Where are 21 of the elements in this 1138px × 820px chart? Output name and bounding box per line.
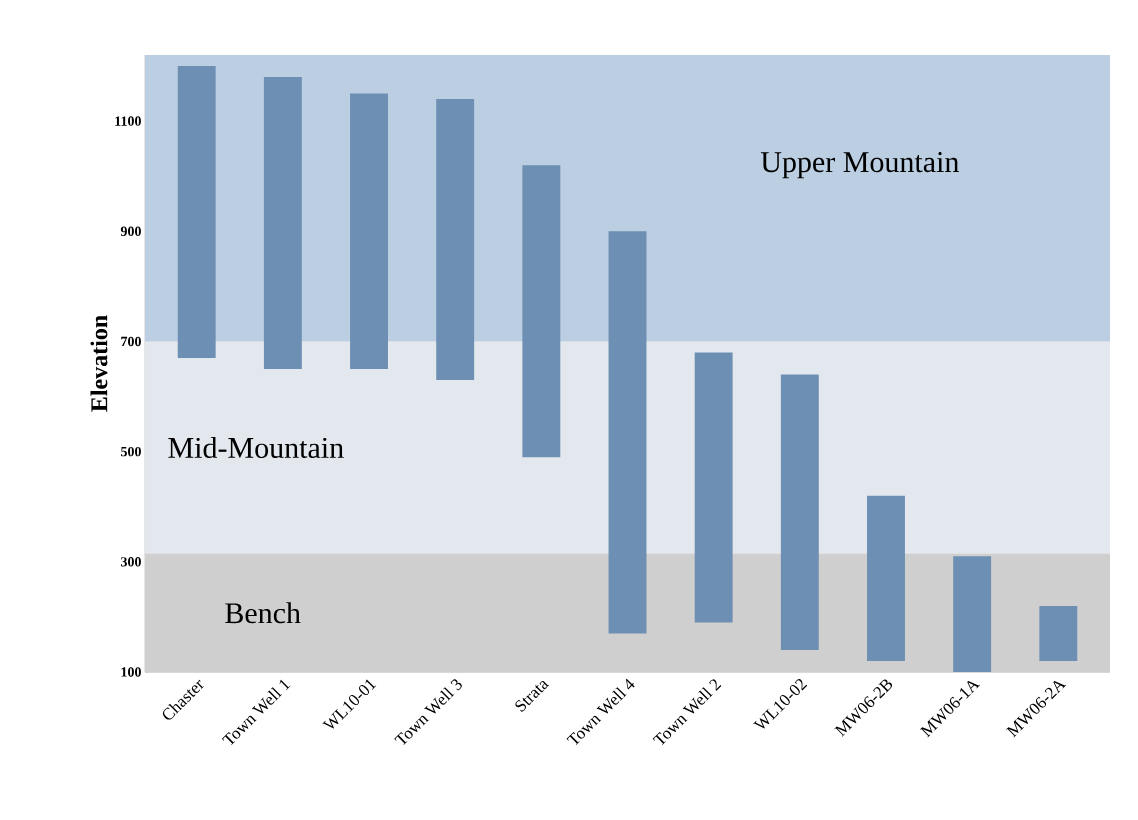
bar [867, 495, 905, 661]
bar [522, 165, 561, 458]
bar [436, 99, 475, 381]
bar [608, 231, 647, 634]
bar [350, 93, 388, 370]
y-tick-label: 500 [121, 446, 141, 457]
bar [953, 556, 992, 672]
y-tick-label: 100 [121, 667, 141, 677]
band-label: Mid-Mountain [168, 436, 344, 459]
y-tick-label: 300 [121, 557, 141, 567]
y-axis-title: Elevation [90, 315, 108, 412]
y-tick-label: 700 [121, 336, 141, 347]
bar [694, 352, 733, 623]
band-label: Bench [225, 602, 301, 624]
y-tick-label: 1100 [115, 116, 141, 126]
bar [780, 374, 819, 650]
band-label: Upper Mountain [760, 152, 959, 179]
bar [1039, 605, 1078, 661]
bar [263, 77, 302, 370]
bar [177, 66, 216, 358]
y-tick-label: 900 [120, 226, 141, 237]
